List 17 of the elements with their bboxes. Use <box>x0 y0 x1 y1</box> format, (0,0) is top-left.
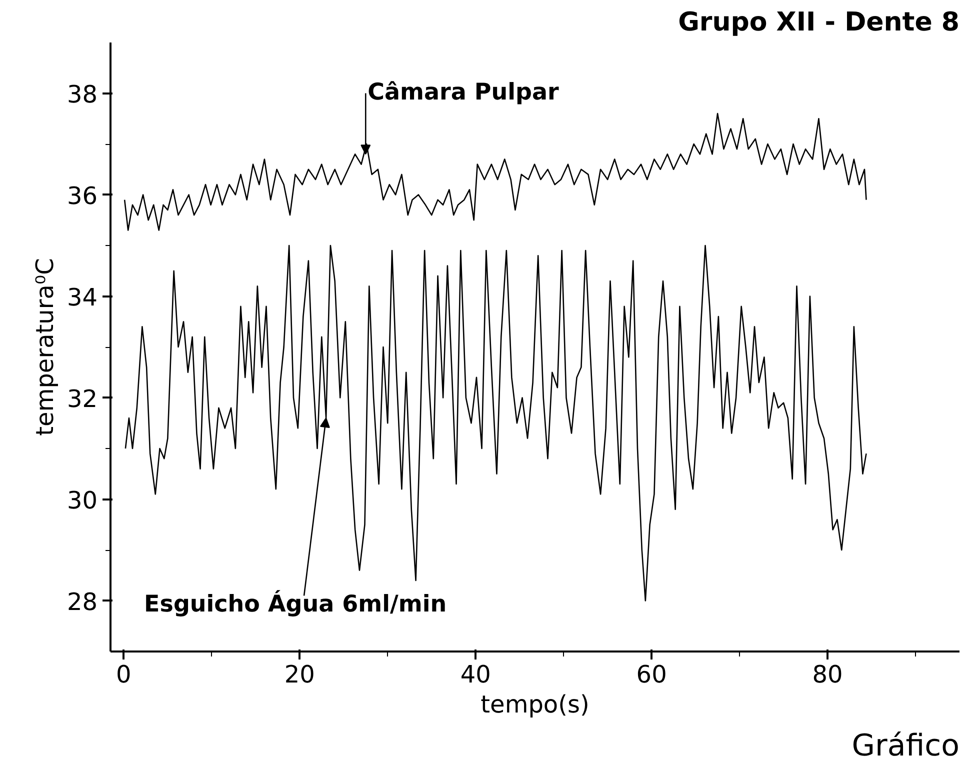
y-axis-title: temperatura⁰C <box>30 258 59 436</box>
x-tick-label: 0 <box>116 660 132 688</box>
y-tick-label: 32 <box>66 384 98 413</box>
x-tick-label: 80 <box>812 660 843 688</box>
annotation: Esguicho Água 6ml/min <box>144 590 447 618</box>
y-tick-label: 36 <box>66 182 98 210</box>
annotation: Câmara Pulpar <box>368 79 560 106</box>
chart-title: Grupo XII - Dente 8 <box>678 8 960 38</box>
x-tick-label: 60 <box>636 660 667 688</box>
x-tick-label: 20 <box>284 660 315 688</box>
x-tick-label: 40 <box>460 660 491 688</box>
y-tick-label: 38 <box>66 80 98 108</box>
y-tick-label: 30 <box>66 486 98 514</box>
text: Gráfico <box>852 728 960 764</box>
y-tick-label: 28 <box>66 588 98 616</box>
x-axis-title: tempo(s) <box>480 690 590 718</box>
y-tick-label: 34 <box>66 283 98 312</box>
